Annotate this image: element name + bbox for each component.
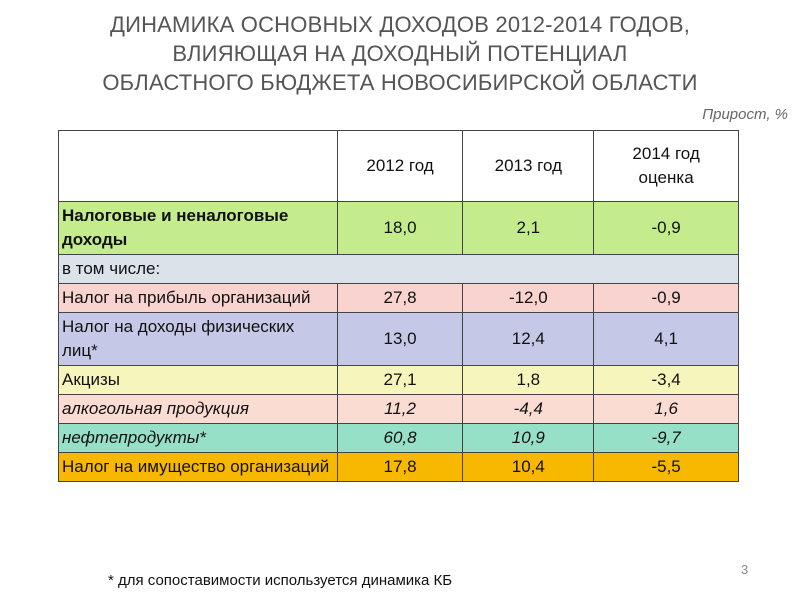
row-label: в том числе: [58, 254, 739, 284]
table-row: нефтепродукты* 60,8 10,9 -9,7 [58, 423, 739, 453]
value-cell: 1,8 [462, 365, 595, 395]
value-cell: 12,4 [462, 312, 595, 366]
title-line: ВЛИЯЮЩАЯ НА ДОХОДНЫЙ ПОТЕНЦИАЛ [172, 41, 628, 66]
column-header: 2013 год [462, 130, 595, 202]
value-cell: -12,0 [462, 283, 595, 313]
column-header: 2012 год [336, 130, 464, 202]
row-label: Акцизы [58, 365, 338, 395]
header-row: 2012 год 2013 год 2014 год оценка [58, 130, 739, 202]
table-row: Налог на прибыль организаций 27,8 -12,0 -0,… [58, 283, 739, 313]
table-row: Акцизы 27,1 1,8 -3,4 [58, 365, 739, 395]
value-cell: -4,4 [462, 394, 595, 424]
value-cell: 27,8 [336, 283, 464, 313]
value-cell: -3,4 [593, 365, 739, 395]
value-cell: 17,8 [336, 452, 464, 482]
title-line: ОБЛАСТНОГО БЮДЖЕТА НОВОСИБИРСКОЙ ОБЛАСТИ [102, 70, 698, 95]
row-label: Налоговые и неналоговые доходы [58, 201, 338, 255]
table-row: алкогольная продукция 11,2 -4,4 1,6 [58, 394, 739, 424]
corner-cell [58, 130, 338, 202]
value-cell: 10,9 [462, 423, 595, 453]
value-cell: 11,2 [336, 394, 464, 424]
title-line: ДИНАМИКА ОСНОВНЫХ ДОХОДОВ 2012-2014 ГОДО… [109, 12, 691, 37]
value-cell: -0,9 [593, 283, 739, 313]
value-cell: 18,0 [336, 201, 464, 255]
row-label: Налог на прибыль организаций [58, 283, 338, 313]
table-row: в том числе: [58, 254, 739, 284]
row-label: алкогольная продукция [58, 394, 338, 424]
table-row: Налоговые и неналоговые доходы 18,0 2,1 -0,… [58, 201, 739, 255]
value-cell: 2,1 [462, 201, 595, 255]
value-cell: -9,7 [593, 423, 739, 453]
table-row: Налог на доходы физических лиц* 13,0 12,4 4… [58, 312, 739, 366]
value-cell: 27,1 [336, 365, 464, 395]
value-cell: -0,9 [593, 201, 739, 255]
table-body: Налоговые и неналоговые доходы 18,0 2,1 -0,… [58, 201, 739, 482]
row-label: нефтепродукты* [58, 423, 338, 453]
unit-note: Прирост, % [702, 106, 788, 123]
value-cell: -5,5 [593, 452, 739, 482]
value-cell: 1,6 [593, 394, 739, 424]
value-cell: 4,1 [593, 312, 739, 366]
page-number: 3 [741, 562, 749, 577]
row-label: Налог на имущество организаций [58, 452, 338, 482]
footnote: * для сопоставимости используется динами… [108, 572, 453, 589]
value-cell: 13,0 [336, 312, 464, 366]
value-cell: 60,8 [336, 423, 464, 453]
slide-title: ДИНАМИКА ОСНОВНЫХ ДОХОДОВ 2012-2014 ГОДО… [0, 10, 800, 97]
column-header: 2014 год оценка [593, 130, 739, 202]
value-cell: 10,4 [462, 452, 595, 482]
data-table: 2012 год 2013 год 2014 год оценка Налоговы… [58, 130, 739, 482]
table-row: Налог на имущество организаций 17,8 10,4 -5… [58, 452, 739, 482]
row-label: Налог на доходы физических лиц* [58, 312, 338, 366]
